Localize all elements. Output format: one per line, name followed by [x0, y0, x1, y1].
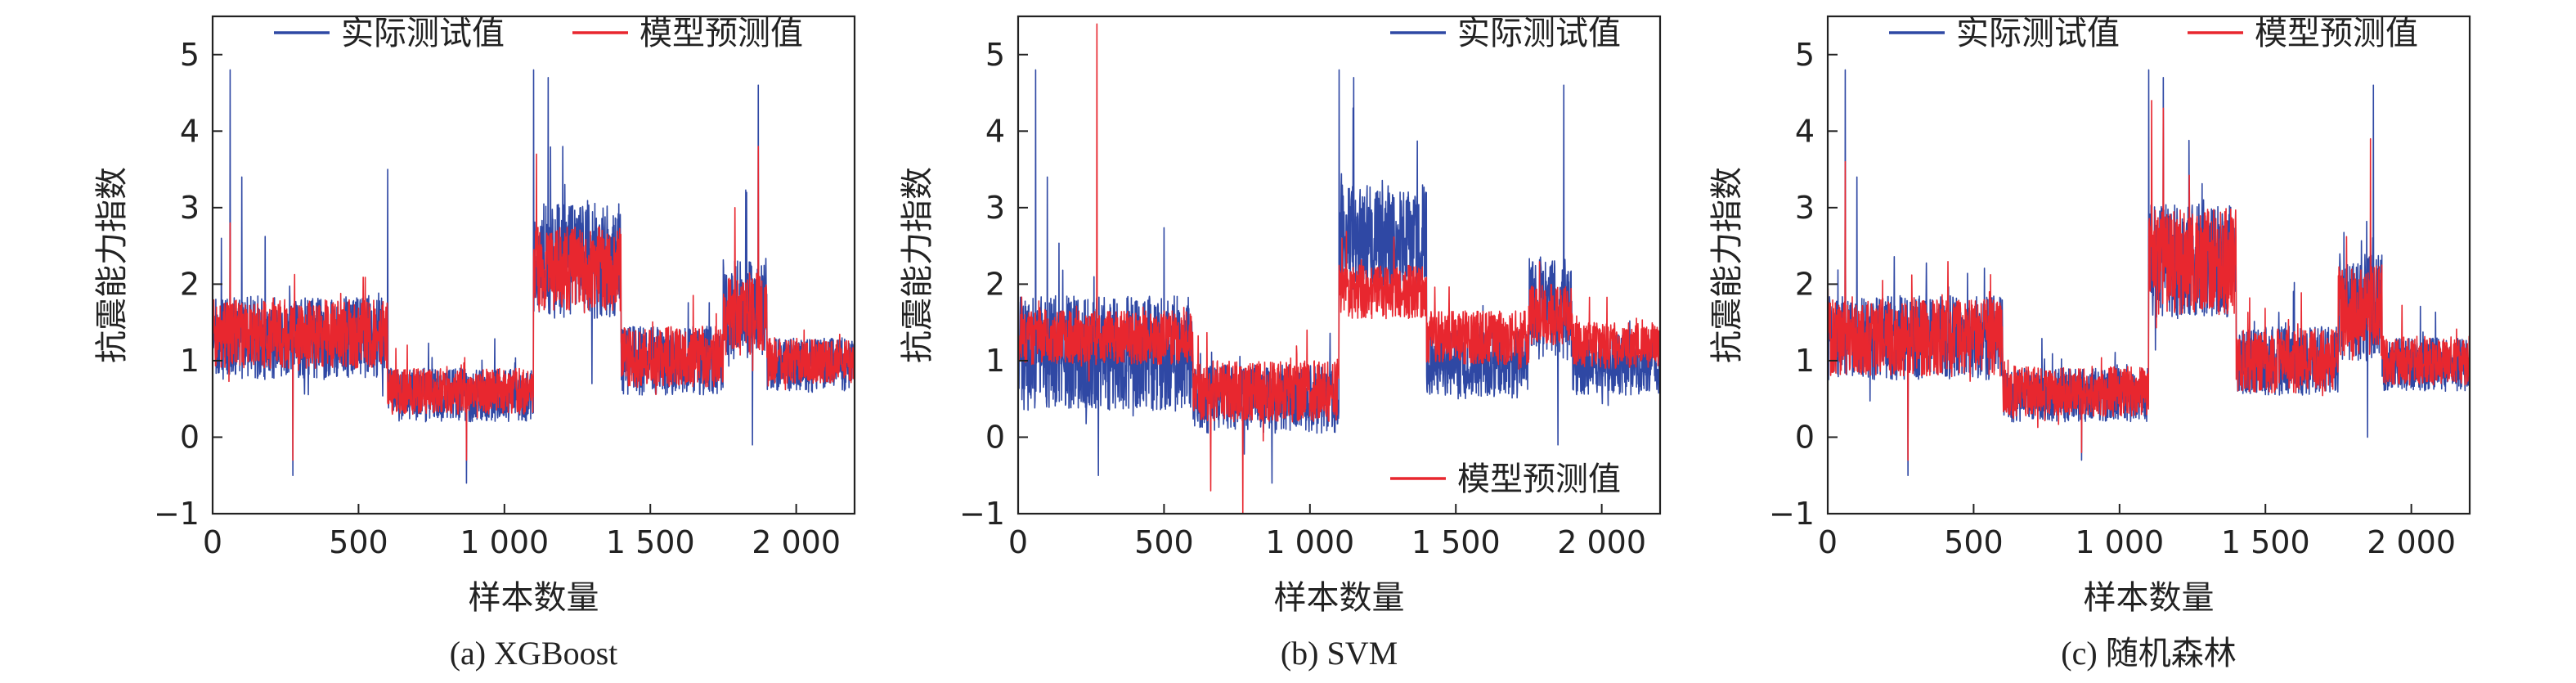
- plot-frame: [1016, 15, 1662, 515]
- y-tick-label: 5: [180, 37, 200, 73]
- x-tick-label: 500: [329, 524, 388, 560]
- x-axis-title: 样本数量: [469, 579, 599, 617]
- y-tick-label: 2: [985, 266, 1005, 302]
- panel-caption: (c) 随机森林: [2061, 635, 2236, 672]
- legend-label-actual: 实际测试值: [341, 15, 505, 52]
- y-tick-label: 0: [180, 419, 200, 455]
- panel-c: 0 500 1 000 1 500 2 000−1012345样本数量抗震能力指数(c)…: [1708, 15, 2471, 672]
- x-tick-label: 0: [1818, 524, 1838, 560]
- x-tick-label: 1 000: [460, 524, 549, 560]
- legend-label-actual: 实际测试值: [1457, 15, 1621, 52]
- x-tick-label: 2 000: [1557, 524, 1646, 560]
- y-axis-title: 抗震能力指数: [93, 167, 131, 363]
- series-line-predicted: [213, 146, 855, 461]
- y-tick-label: 0: [1795, 419, 1815, 455]
- x-tick-label: 1 500: [2221, 524, 2310, 560]
- x-tick-label: 2 000: [752, 524, 841, 560]
- y-axis-title: 抗震能力指数: [1708, 167, 1746, 363]
- legend-label-predicted: 模型预测值: [1457, 461, 1621, 498]
- y-tick-label: 5: [1795, 37, 1815, 73]
- x-tick-label: 0: [203, 524, 222, 560]
- y-tick-label: 1: [1795, 343, 1815, 379]
- y-tick-label: 0: [985, 419, 1005, 455]
- y-tick-label: −1: [959, 496, 1005, 532]
- x-tick-label: 500: [1944, 524, 2004, 560]
- y-tick-label: −1: [1769, 496, 1815, 532]
- y-tick-label: 4: [180, 113, 200, 149]
- series-line-predicted: [1018, 23, 1660, 514]
- plot-frame: [211, 15, 856, 515]
- x-axis-title: 样本数量: [1274, 579, 1405, 617]
- panel-caption: (a) XGBoost: [450, 635, 618, 672]
- panel-b: 0 500 1 000 1 500 2 000−1012345样本数量抗震能力指数(b)…: [899, 15, 1662, 672]
- y-tick-label: 3: [1795, 190, 1815, 226]
- y-tick-label: 4: [985, 113, 1005, 149]
- y-tick-label: 2: [180, 266, 200, 302]
- y-tick-label: 3: [180, 190, 200, 226]
- x-tick-label: 1 000: [1265, 524, 1354, 560]
- x-tick-label: 1 500: [1411, 524, 1501, 560]
- y-tick-label: 3: [985, 190, 1005, 226]
- y-tick-label: 5: [985, 37, 1005, 73]
- legend-label-predicted: 模型预测值: [2255, 15, 2418, 52]
- y-tick-label: 2: [1795, 266, 1815, 302]
- y-tick-label: 4: [1795, 113, 1815, 149]
- panel-a: 0 500 1 000 1 500 2 000−1012345样本数量抗震能力指数(a)…: [93, 15, 856, 672]
- x-tick-label: 2 000: [2367, 524, 2456, 560]
- legend-label-predicted: 模型预测值: [640, 15, 803, 52]
- x-axis-title: 样本数量: [2084, 579, 2215, 617]
- x-tick-label: 0: [1008, 524, 1028, 560]
- y-tick-label: −1: [154, 496, 200, 532]
- legend-label-actual: 实际测试值: [1956, 15, 2120, 52]
- y-axis-title: 抗震能力指数: [899, 167, 936, 363]
- y-tick-label: 1: [985, 343, 1005, 379]
- x-tick-label: 1 000: [2075, 524, 2164, 560]
- plot-frame: [1826, 15, 2471, 515]
- series-line-predicted: [1828, 100, 2470, 461]
- x-tick-label: 500: [1134, 524, 1194, 560]
- x-tick-label: 1 500: [606, 524, 695, 560]
- y-tick-label: 1: [180, 343, 200, 379]
- panel-caption: (b) SVM: [1281, 635, 1398, 672]
